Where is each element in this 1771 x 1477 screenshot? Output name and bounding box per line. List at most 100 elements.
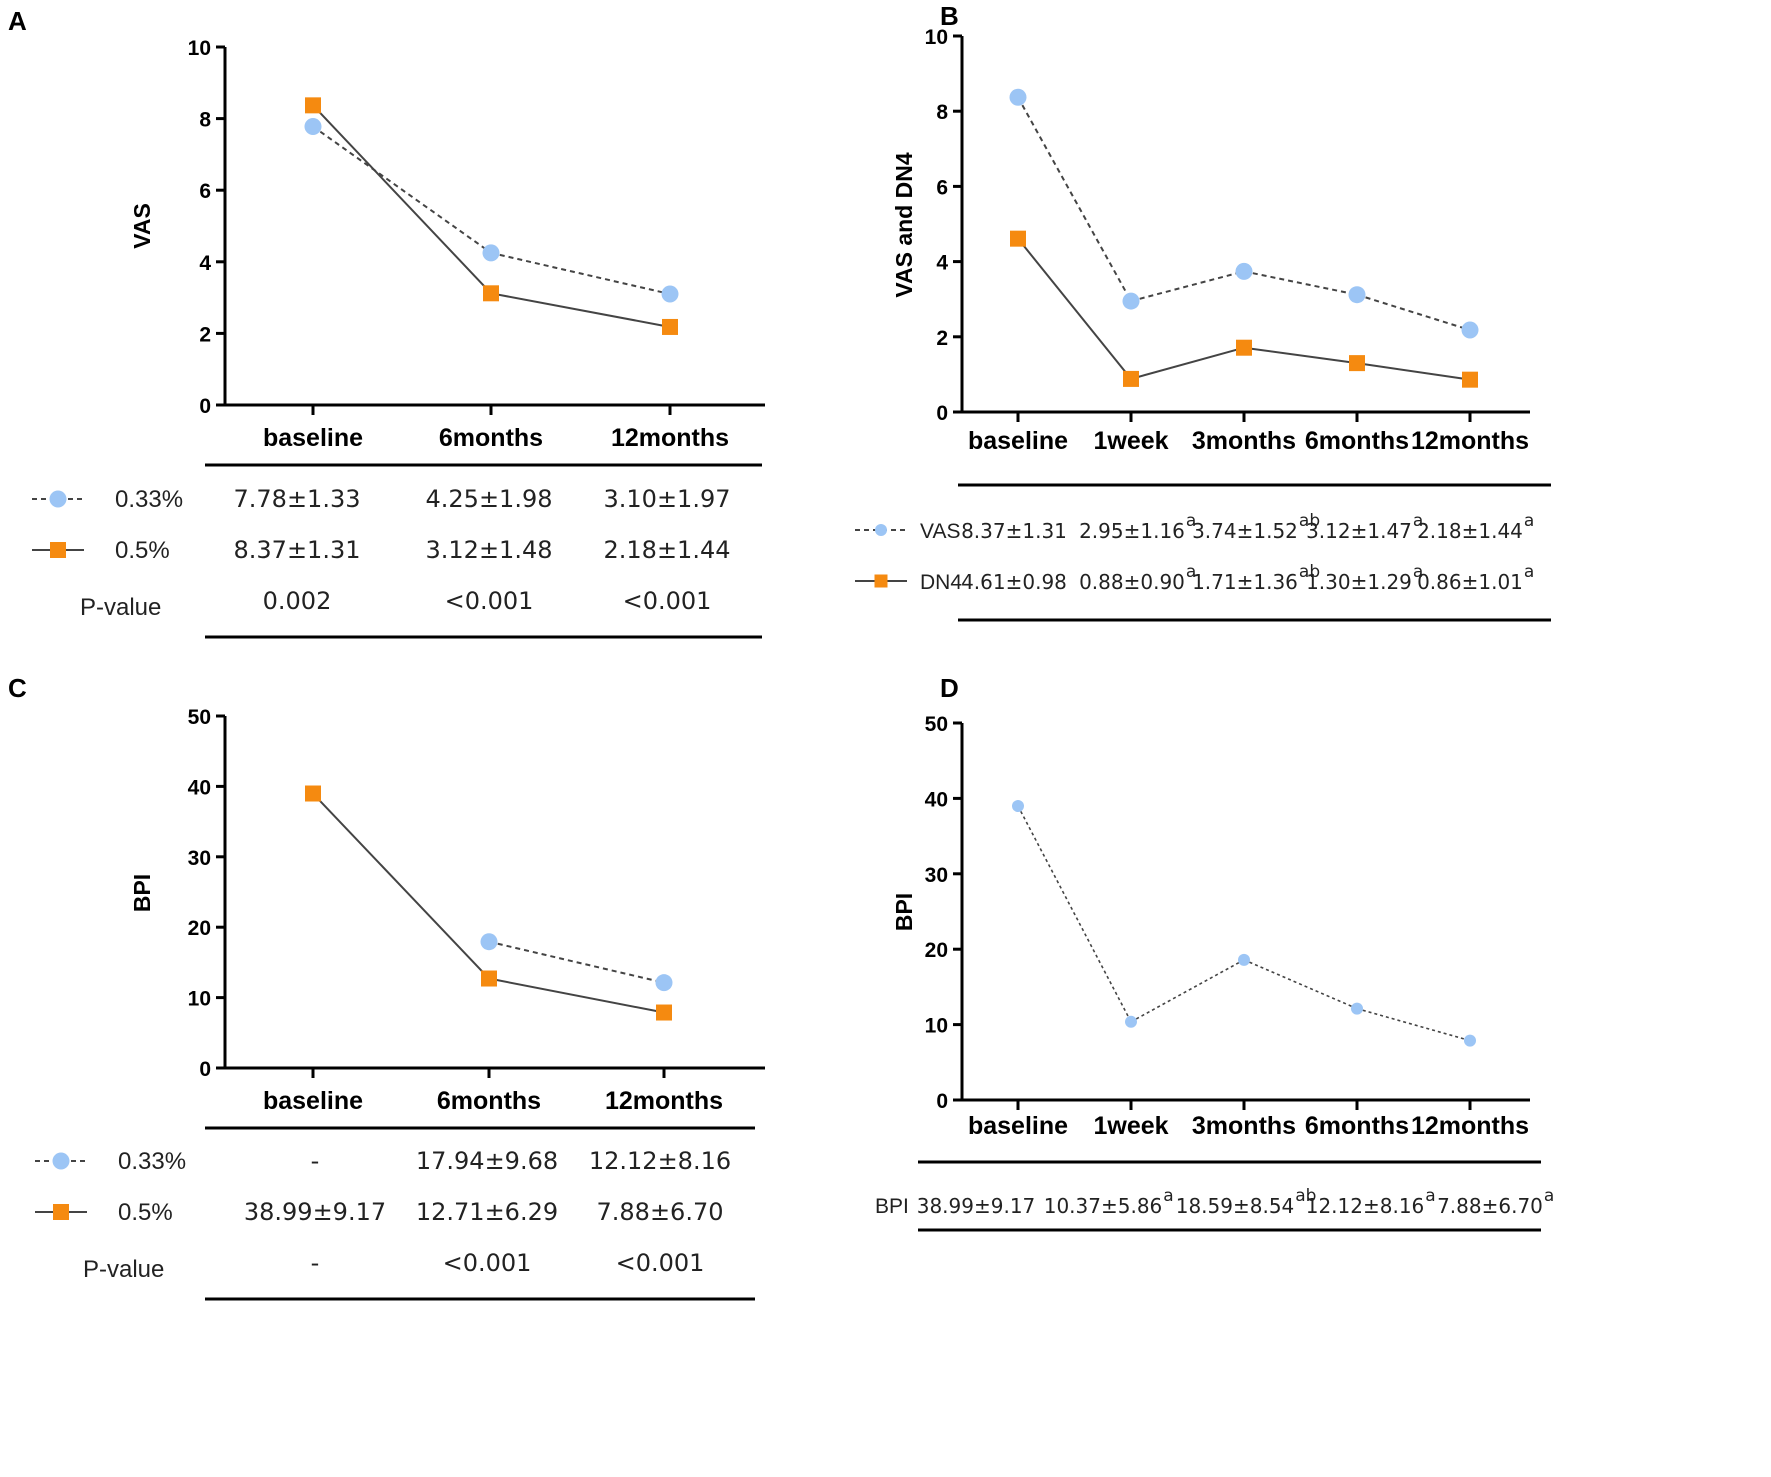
- table-superscript: a: [1413, 511, 1423, 531]
- data-point-circle: [480, 933, 498, 951]
- series-line-segment: [488, 977, 665, 1014]
- y-tick-label: 2: [199, 323, 211, 346]
- legend-label: VAS: [920, 520, 960, 543]
- data-point-square: [305, 785, 321, 802]
- legend-label: 0.33%: [115, 486, 183, 513]
- series-line-segment: [312, 125, 492, 254]
- legend-label: DN4: [920, 571, 962, 594]
- legend-label: 0.33%: [118, 1148, 186, 1175]
- table-cell: 3.12±1.48: [426, 536, 553, 564]
- data-point-square: [1010, 230, 1026, 247]
- y-tick-label: 10: [925, 1015, 948, 1038]
- table-cell: 2.95±1.16: [1079, 519, 1185, 543]
- data-point-square: [656, 1004, 672, 1021]
- y-tick-label: 4: [199, 252, 211, 275]
- data-point-circle: [1125, 1015, 1137, 1028]
- data-point-circle: [1238, 953, 1250, 966]
- data-point-circle: [1235, 262, 1253, 280]
- y-tick-label: 20: [925, 939, 948, 962]
- table-cell: 7.88±6.70: [1437, 1194, 1543, 1218]
- data-point-circle: [1464, 1034, 1476, 1047]
- series-line-segment: [1130, 959, 1245, 1023]
- table-cell: 38.99±9.17: [917, 1194, 1036, 1218]
- table-cell: 17.94±9.68: [416, 1147, 558, 1175]
- data-point-circle: [1012, 800, 1024, 813]
- x-tick-label: 12months: [605, 1087, 723, 1115]
- x-tick-label: baseline: [968, 1112, 1068, 1140]
- legend-marker-circle: [52, 1152, 70, 1170]
- table-superscript: ab: [1295, 1186, 1316, 1206]
- y-tick-label: 30: [925, 864, 948, 887]
- panel-b: B 0 2 4 6 8 10 VAS and DN4 baseline 1week 3months 6…: [855, 1, 1551, 622]
- table-superscript: a: [1425, 1186, 1435, 1206]
- series-line-segment: [312, 792, 490, 980]
- x-tick-label: 3months: [1192, 1112, 1296, 1140]
- x-tick-label: 3months: [1192, 427, 1296, 455]
- y-axis-label: BPI: [891, 893, 917, 931]
- data-point-square: [1236, 339, 1252, 356]
- data-point-circle: [1122, 292, 1140, 310]
- x-tick-label: 1week: [1093, 427, 1168, 455]
- y-tick-label: 6: [199, 180, 211, 203]
- p-value-label: P-value: [83, 1256, 164, 1283]
- series-line-segment: [1356, 362, 1471, 381]
- table-cell: 7.78±1.33: [234, 485, 361, 513]
- data-point-square: [483, 285, 499, 302]
- panel-letter: A: [8, 6, 27, 36]
- x-tick-label: 1week: [1093, 1112, 1168, 1140]
- series-line-segment: [488, 940, 665, 984]
- table-cell: 4.61±0.98: [961, 570, 1067, 594]
- table-cell: 0.88±0.90: [1079, 570, 1185, 594]
- table-superscript: a: [1544, 1186, 1554, 1206]
- panel-a: A 0 2 4 6 8 10 VAS baseline 6months 12months 0.33% 7…: [8, 6, 765, 639]
- x-tick-label: 6months: [437, 1087, 541, 1115]
- x-tick-label: 6months: [439, 424, 543, 452]
- p-value-cell: <0.001: [443, 1249, 532, 1277]
- legend-label: 0.5%: [118, 1199, 173, 1226]
- series-line-segment: [1243, 346, 1358, 365]
- p-value-cell: <0.001: [616, 1249, 705, 1277]
- y-tick-label: 40: [188, 776, 211, 799]
- y-tick-label: 10: [188, 37, 211, 60]
- table-cell: 3.74±1.52: [1192, 519, 1298, 543]
- y-axis-label: VAS and DN4: [891, 152, 917, 297]
- panel-d: D 0 10 20 30 40 50 BPI baseline 1week 3months 6mont…: [875, 673, 1554, 1232]
- x-tick-label: baseline: [968, 427, 1068, 455]
- y-tick-label: 30: [188, 847, 211, 870]
- data-point-square: [662, 318, 678, 335]
- panel-letter: B: [940, 1, 959, 31]
- y-tick-label: 0: [936, 402, 948, 425]
- data-point-square: [481, 970, 497, 987]
- y-axis-label: BPI: [129, 874, 155, 912]
- table-superscript: a: [1186, 511, 1196, 531]
- y-tick-label: 8: [936, 101, 948, 124]
- y-tick-label: 6: [936, 176, 948, 199]
- table-superscript: a: [1524, 511, 1534, 531]
- series-line-segment: [1243, 959, 1358, 1010]
- table-superscript: ab: [1299, 562, 1320, 582]
- series-line-segment: [1356, 293, 1471, 331]
- series-line-segment: [1017, 805, 1132, 1023]
- x-tick-label: 12months: [611, 424, 729, 452]
- x-tick-label: 12months: [1411, 427, 1529, 455]
- y-tick-label: 4: [936, 252, 948, 275]
- table-cell: 3.12±1.47: [1306, 519, 1412, 543]
- series-line-segment: [1130, 346, 1245, 380]
- x-tick-label: 12months: [1411, 1112, 1529, 1140]
- table-cell: 0.86±1.01: [1417, 570, 1523, 594]
- data-point-circle: [1461, 321, 1479, 339]
- series-line-segment: [490, 251, 671, 295]
- table-superscript: a: [1413, 562, 1423, 582]
- data-point-circle: [1348, 286, 1366, 304]
- series-line-segment: [1243, 270, 1358, 296]
- table-superscript: ab: [1299, 511, 1320, 531]
- y-tick-label: 8: [199, 109, 211, 132]
- table-cell: 12.12±8.16: [589, 1147, 731, 1175]
- data-point-square: [305, 97, 321, 114]
- legend-marker-square: [50, 542, 66, 558]
- table-cell: 12.12±8.16: [1306, 1194, 1425, 1218]
- table-cell: 12.71±6.29: [416, 1198, 558, 1226]
- table-cell: 2.18±1.44: [604, 536, 731, 564]
- y-tick-label: 10: [188, 988, 211, 1011]
- table-cell: 1.30±1.29: [1306, 570, 1412, 594]
